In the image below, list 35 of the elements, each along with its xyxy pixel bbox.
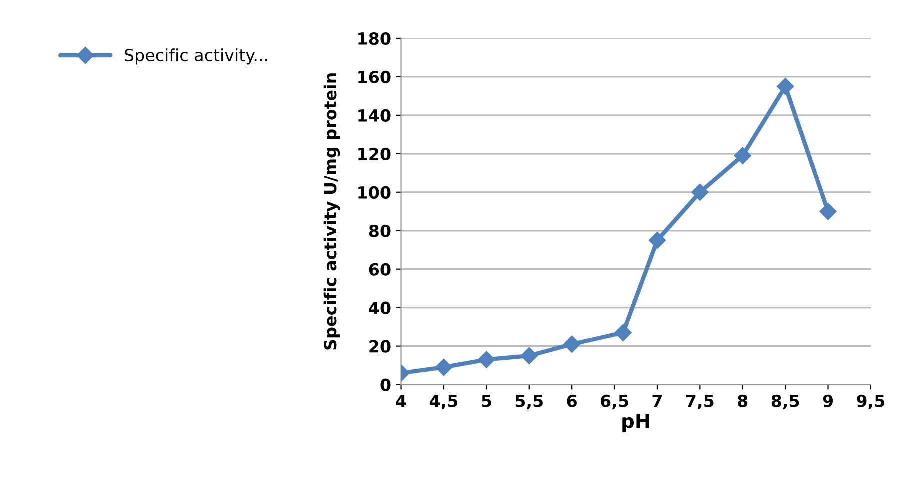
x-tick-label: 7 xyxy=(652,395,662,408)
point xyxy=(777,78,794,96)
point xyxy=(648,232,666,250)
point xyxy=(478,351,496,368)
x-axis-title: pH xyxy=(622,414,650,432)
point xyxy=(435,358,453,376)
point xyxy=(564,336,581,353)
y-tick-label: 60 xyxy=(369,263,391,276)
y-tick-label: 80 xyxy=(369,224,391,238)
x-tick-label: 6 xyxy=(567,394,577,408)
x-tick-label: 4,5 xyxy=(430,395,458,410)
x-tick-label: 4 xyxy=(396,395,406,408)
x-tick-label: 8,5 xyxy=(772,394,800,410)
y-axis-title: Specific activity U/mg protein xyxy=(324,74,340,350)
y-tick-label: 180 xyxy=(358,32,391,46)
legend-label: Specific activity... xyxy=(125,48,268,65)
x-tick-label: 7,5 xyxy=(686,395,714,410)
point xyxy=(520,347,538,364)
y-tick-label: 140 xyxy=(358,109,391,122)
y-tick-label: 120 xyxy=(358,148,391,160)
x-tick-label: 5 xyxy=(482,395,492,408)
point xyxy=(692,184,709,201)
y-tick-label: 100 xyxy=(358,186,391,199)
x-tick-label: 8 xyxy=(738,394,748,408)
point xyxy=(614,324,632,342)
x-tick-label: 9 xyxy=(823,394,833,408)
x-tick-label: 9,5 xyxy=(857,394,885,410)
y-tick-label: 40 xyxy=(369,302,391,314)
y-tick-label: 0 xyxy=(380,378,391,392)
y-tick-label: 160 xyxy=(358,70,391,84)
point xyxy=(820,203,837,220)
point xyxy=(734,147,752,164)
y-tick-label: 20 xyxy=(370,340,391,353)
x-tick-label: 6,5 xyxy=(601,394,628,410)
x-tick-label: 5,5 xyxy=(516,395,543,410)
